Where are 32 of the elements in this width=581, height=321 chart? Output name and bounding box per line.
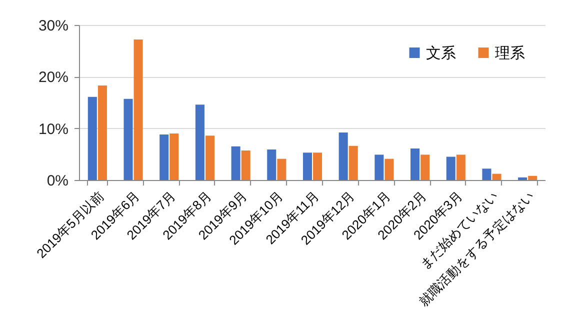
y-tick-label: 20%	[38, 69, 68, 86]
legend-label: 理系	[495, 44, 525, 62]
bar	[348, 146, 358, 180]
bar	[518, 177, 528, 180]
bar	[338, 132, 348, 180]
bar	[384, 158, 394, 180]
y-tick-label: 0%	[46, 172, 68, 190]
bar	[134, 39, 143, 180]
bar	[241, 150, 250, 180]
bar	[195, 104, 204, 180]
bar	[410, 148, 420, 180]
bar	[492, 174, 502, 180]
bar	[446, 156, 456, 180]
bar	[98, 85, 107, 180]
y-tick-label: 30%	[38, 18, 68, 34]
legend-label: 文系	[426, 44, 456, 62]
bar	[420, 154, 430, 180]
bar	[528, 176, 538, 180]
bar	[277, 158, 286, 180]
bar	[88, 96, 97, 180]
bar	[170, 134, 179, 180]
bar	[267, 150, 276, 180]
bar	[231, 146, 240, 180]
bar	[124, 98, 133, 180]
bar	[374, 154, 384, 180]
bar	[302, 152, 312, 180]
bar	[456, 154, 466, 180]
bar	[205, 136, 214, 180]
bar	[482, 168, 492, 180]
bar	[313, 152, 322, 180]
bar	[160, 134, 169, 180]
y-tick-label: 10%	[38, 120, 68, 138]
